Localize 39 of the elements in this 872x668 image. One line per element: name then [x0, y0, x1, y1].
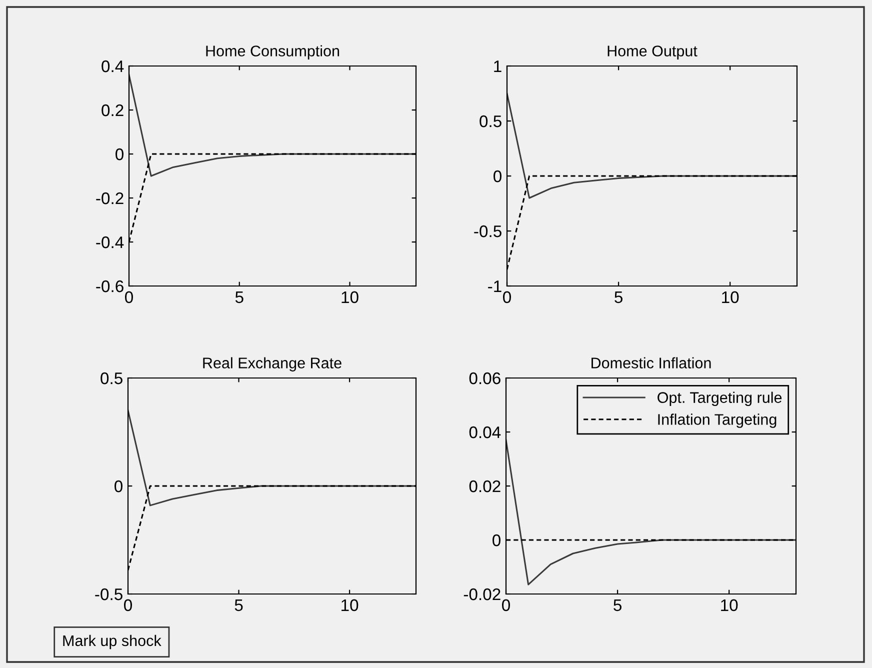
legend-label: Opt. Targeting rule	[658, 392, 782, 406]
text: Mark up shock	[63, 634, 162, 650]
x-tick-label: 10	[342, 291, 358, 304]
x-tick-label: 5	[614, 599, 622, 612]
y-tick-label: 0.04	[469, 426, 501, 438]
x-tick-label: 0	[125, 291, 133, 304]
x-tick-label: 0	[502, 599, 510, 612]
y-tick-label: 1	[494, 60, 502, 72]
y-tick-label: 0	[494, 170, 502, 182]
x-tick-label: 0	[503, 291, 511, 304]
y-tick-label: 0	[116, 148, 124, 160]
chart-title: Home Output	[608, 46, 698, 60]
chart-title: Home Consumption	[206, 45, 340, 60]
y-tick-label: 0.5	[100, 372, 122, 384]
y-tick-label: -0.2	[96, 192, 124, 204]
x-tick-label: 10	[722, 291, 739, 304]
y-tick-label: 0.02	[469, 480, 500, 492]
y-tick-label: 0.5	[480, 115, 502, 128]
y-tick-label: 0	[114, 480, 122, 492]
chart-title: Domestic Inflation	[592, 357, 711, 368]
x-tick-label: 5	[614, 291, 622, 304]
y-tick-label: 0.2	[102, 104, 124, 116]
y-tick-label: 0.4	[102, 60, 124, 72]
y-tick-label: 0	[492, 534, 500, 546]
y-tick-label: -0.5	[95, 588, 122, 600]
y-tick-label: -0.5	[474, 225, 502, 238]
y-tick-label: -1	[488, 280, 502, 292]
x-tick-label: 5	[235, 291, 244, 304]
y-tick-label: -0.4	[96, 236, 124, 248]
y-tick-label: -0.6	[96, 280, 124, 292]
x-tick-label: 5	[234, 599, 243, 612]
x-tick-label: 0	[124, 599, 132, 612]
y-tick-label: 0.06	[469, 372, 500, 384]
y-tick-label: -0.02	[464, 588, 500, 600]
line-series	[506, 439, 796, 586]
x-tick-label: 10	[342, 599, 358, 612]
legend-label: Inflation Targeting	[658, 414, 776, 428]
chart-title: Real Exchange Rate	[203, 357, 342, 372]
x-tick-label: 10	[721, 599, 738, 612]
